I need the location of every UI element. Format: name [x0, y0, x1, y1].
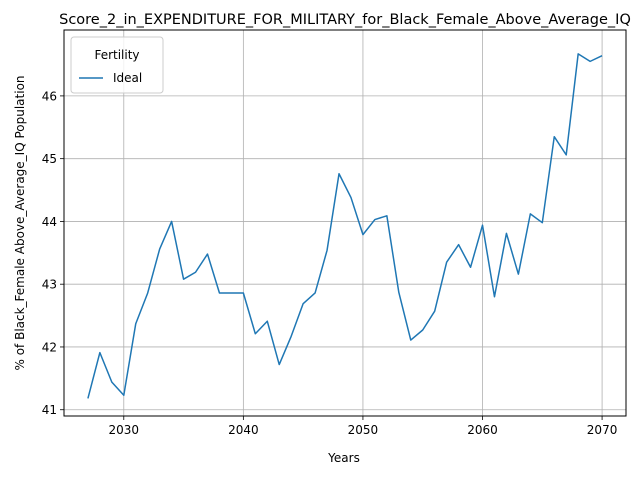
y-tick-label: 44 [42, 215, 57, 229]
y-tick-label: 41 [42, 403, 57, 417]
grid-layer [64, 30, 626, 416]
x-tick-label: 2060 [467, 423, 498, 437]
legend-label: Ideal [113, 71, 142, 85]
y-tick-label: 46 [42, 89, 57, 103]
x-tick-label: 2070 [587, 423, 618, 437]
legend-title: Fertility [94, 48, 139, 62]
y-tick-label: 45 [42, 152, 57, 166]
legend: Fertility Ideal [70, 36, 164, 94]
series-layer [87, 53, 603, 399]
y-axis-label: % of Black_Female Above_Average_IQ Popul… [13, 75, 27, 370]
chart-title: Score_2_in_EXPENDITURE_FOR_MILITARY_for_… [59, 12, 631, 28]
y-tick-label: 43 [42, 278, 57, 292]
axes-frame [63, 29, 627, 417]
legend-box [70, 36, 164, 94]
x-tick-label: 2040 [228, 423, 259, 437]
tick-layer: 2030 2040 2050 2060 2070 41 42 43 44 45 46 [42, 89, 618, 437]
x-tick-label: 2050 [348, 423, 379, 437]
series-line-ideal [87, 53, 603, 399]
x-axis-label: Years [327, 451, 360, 465]
y-tick-label: 42 [42, 340, 57, 354]
x-tick-label: 2030 [109, 423, 140, 437]
